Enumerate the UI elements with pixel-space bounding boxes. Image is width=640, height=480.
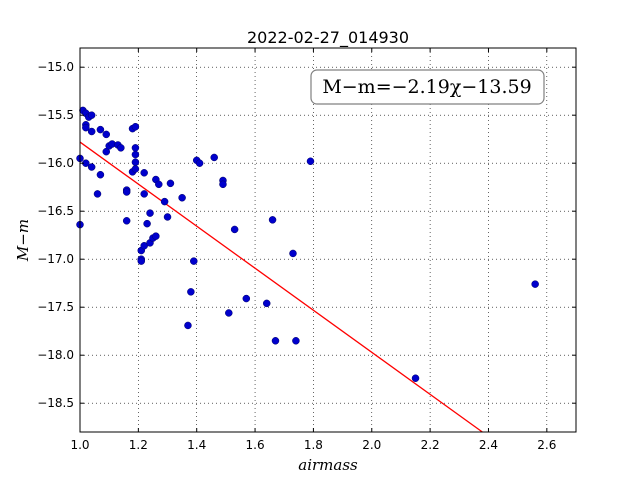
data-point: [219, 180, 227, 189]
data-point: [163, 213, 172, 221]
x-tick-label: 1.2: [129, 438, 148, 452]
data-point: [93, 190, 102, 198]
data-point: [82, 123, 90, 132]
data-point: [117, 144, 125, 152]
data-point: [131, 158, 140, 166]
data-point: [268, 216, 277, 224]
annotation-box: [310, 69, 545, 105]
data-point: [146, 209, 154, 217]
data-point: [292, 337, 300, 345]
data-point: [411, 374, 420, 382]
y-tick-label: −16.0: [37, 156, 74, 170]
data-point: [152, 232, 160, 240]
data-point: [137, 257, 146, 265]
data-point: [87, 111, 96, 119]
data-point: [289, 249, 297, 258]
data-point: [143, 219, 151, 228]
data-point: [230, 225, 239, 234]
data-point: [140, 169, 148, 177]
data-point: [122, 217, 131, 225]
x-tick-label: 1.4: [187, 438, 206, 452]
data-point: [242, 294, 251, 303]
data-point: [131, 122, 140, 131]
y-tick-label: −17.5: [37, 300, 74, 314]
plot-frame: [79, 47, 577, 433]
x-tick-label: 2.2: [421, 438, 440, 452]
axis-ticks: 1.0 1.2 1.4 1.6 1.8 2.0 2.2 2.4 2.6 −15.0 −15.5 −16…: [37, 48, 576, 452]
data-point: [131, 150, 140, 159]
data-point: [187, 288, 195, 296]
data-point: [166, 179, 175, 188]
data-point: [225, 309, 233, 317]
x-tick-label: 1.0: [70, 438, 89, 452]
data-point: [131, 144, 140, 152]
x-axis-label: airmass: [298, 456, 358, 474]
data-point: [102, 130, 111, 139]
x-tick-label: 2.6: [537, 438, 556, 452]
y-tick-label: −15.0: [37, 60, 74, 74]
data-point: [190, 257, 198, 265]
data-point: [122, 188, 131, 196]
data-point: [210, 153, 218, 162]
y-tick-label: −18.5: [37, 396, 74, 410]
y-tick-label: −17.0: [37, 252, 74, 266]
data-point: [155, 180, 163, 189]
fit-line-layer: [79, 141, 483, 433]
data-point: [178, 194, 186, 202]
data-point: [140, 190, 148, 198]
y-tick-label: −18.0: [37, 348, 74, 362]
data-point: [160, 197, 169, 206]
x-tick-label: 2.0: [362, 438, 381, 452]
data-point: [131, 165, 140, 173]
x-tick-label: 2.4: [479, 438, 498, 452]
equation-annotation: M−m=−2.19χ−13.59: [310, 69, 545, 105]
chart-title: 2022-02-27_014930: [247, 28, 409, 48]
data-point: [96, 125, 105, 134]
x-tick-label: 1.6: [246, 438, 265, 452]
data-point: [96, 170, 105, 179]
x-tick-label: 1.8: [304, 438, 323, 452]
data-point: [184, 321, 192, 330]
data-point: [306, 157, 315, 166]
data-point: [262, 299, 271, 308]
data-point: [87, 163, 96, 171]
y-tick-label: −16.5: [37, 204, 74, 218]
fit-line: [79, 141, 483, 433]
data-points: [76, 106, 539, 382]
grid-lines: [79, 48, 576, 432]
data-point: [531, 280, 539, 288]
y-axis-label: M−m: [14, 219, 32, 262]
data-point: [195, 159, 204, 167]
y-tick-label: −15.5: [37, 108, 74, 122]
annotation-text: M−m=−2.19χ−13.59: [322, 76, 531, 98]
data-point: [87, 127, 96, 136]
data-point: [271, 337, 280, 345]
